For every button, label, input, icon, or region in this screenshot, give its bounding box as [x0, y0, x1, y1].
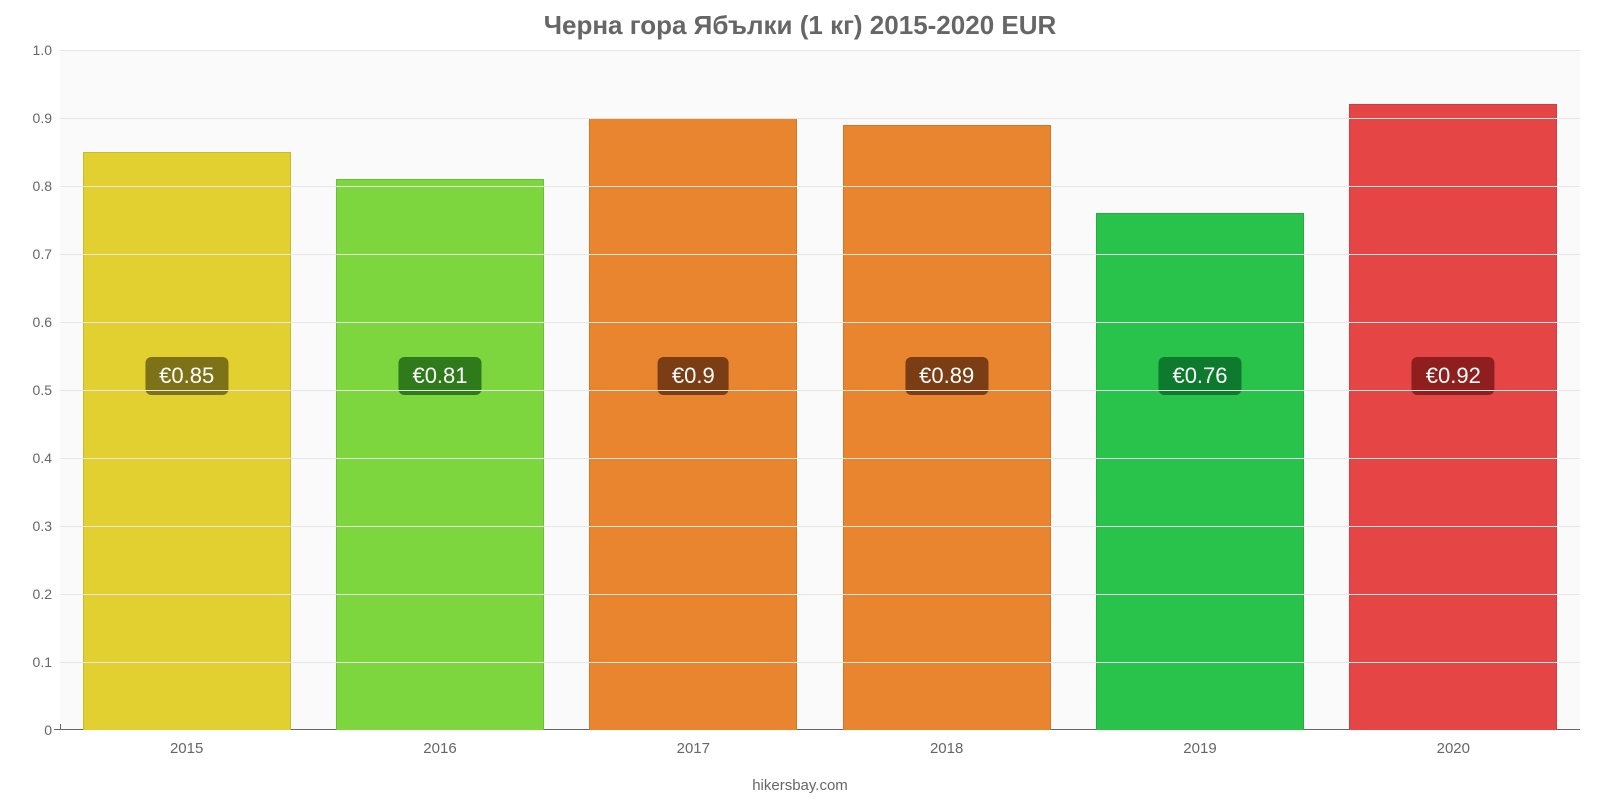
grid-line [60, 186, 1580, 187]
grid-line [60, 594, 1580, 595]
grid-line [60, 118, 1580, 119]
bar [1349, 104, 1557, 730]
x-tick-label: 2019 [1183, 730, 1216, 757]
x-tick-label: 2020 [1437, 730, 1470, 757]
bar [589, 118, 797, 730]
bar [843, 125, 1051, 730]
grid-line [60, 254, 1580, 255]
y-tick-label: 0.3 [33, 518, 60, 534]
y-tick-label: 0.1 [33, 654, 60, 670]
y-tick-label: 0.6 [33, 314, 60, 330]
chart-title: Черна гора Ябълки (1 кг) 2015-2020 EUR [0, 10, 1600, 41]
x-tick-label: 2018 [930, 730, 963, 757]
grid-line [60, 390, 1580, 391]
y-tick-label: 1.0 [33, 42, 60, 58]
grid-line [60, 662, 1580, 663]
y-tick-label: 0.2 [33, 586, 60, 602]
y-tick-label: 0 [44, 722, 60, 738]
grid-line [60, 322, 1580, 323]
grid-line [60, 458, 1580, 459]
y-tick-label: 0.7 [33, 246, 60, 262]
y-tick-label: 0.4 [33, 450, 60, 466]
chart-footer: hikersbay.com [0, 777, 1600, 794]
grid-line [60, 526, 1580, 527]
bar [336, 179, 544, 730]
grid-line [60, 50, 1580, 51]
y-tick-label: 0.8 [33, 178, 60, 194]
bar [1096, 213, 1304, 730]
y-tick-label: 0.5 [33, 382, 60, 398]
x-tick-label: 2017 [677, 730, 710, 757]
x-tick-label: 2016 [423, 730, 456, 757]
plot-area: €0.852015€0.812016€0.92017€0.892018€0.76… [60, 50, 1580, 730]
chart-container: Черна гора Ябълки (1 кг) 2015-2020 EUR €… [0, 0, 1600, 800]
y-tick-label: 0.9 [33, 110, 60, 126]
x-tick-label: 2015 [170, 730, 203, 757]
bar [83, 152, 291, 730]
